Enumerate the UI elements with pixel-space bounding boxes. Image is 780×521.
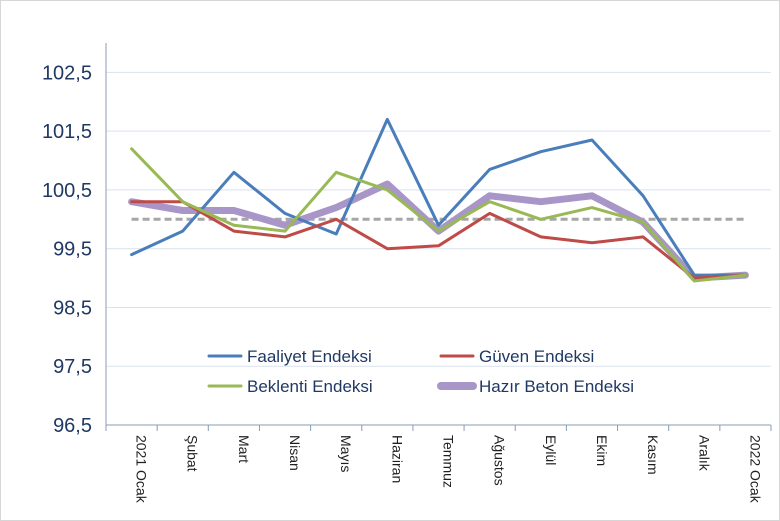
legend-label: Hazır Beton Endeksi [479,377,634,396]
x-tick-label: Haziran [389,435,405,483]
y-tick-label: 98,5 [53,297,92,319]
x-tick-label: Mart [236,435,252,463]
x-tick-label: Temmuz [441,435,457,488]
x-tick-label: 2022 Ocak [747,435,763,504]
y-tick-label: 102,5 [42,62,92,84]
x-tick-label: Ağustos [492,435,508,486]
y-tick-label: 99,5 [53,239,92,261]
x-tick-label: 2021 Ocak [134,435,150,504]
series-line-0 [130,117,747,277]
series-line-1 [130,200,747,280]
y-tick-label: 96,5 [53,415,92,437]
series-line-2 [130,147,747,283]
y-tick-label: 97,5 [53,356,92,378]
x-tick-label: Aralık [696,435,712,472]
x-tick-label: Mayıs [338,435,354,472]
y-tick-label: 100,5 [42,180,92,202]
legend-label: Faaliyet Endeksi [247,347,372,366]
x-tick-label: Eylül [543,435,559,465]
x-tick-label: Şubat [185,435,201,472]
x-tick-label: Ekim [594,435,610,466]
legend-label: Güven Endeksi [479,347,594,366]
x-tick-label: Kasım [645,435,661,475]
y-tick-label: 101,5 [42,121,92,143]
x-tick-label: Nisan [287,435,303,471]
legend-label: Beklenti Endeksi [247,377,373,396]
